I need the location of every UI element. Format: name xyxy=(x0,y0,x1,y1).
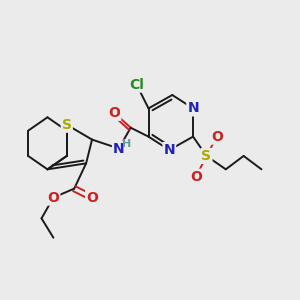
Text: N: N xyxy=(187,101,199,116)
Text: N: N xyxy=(113,142,124,155)
Text: O: O xyxy=(86,190,98,205)
Text: N: N xyxy=(164,143,175,157)
Text: S: S xyxy=(202,149,212,163)
Text: O: O xyxy=(190,170,202,184)
Text: O: O xyxy=(211,130,223,144)
Text: S: S xyxy=(62,118,72,132)
Text: O: O xyxy=(47,190,59,205)
Text: Cl: Cl xyxy=(129,78,144,92)
Text: O: O xyxy=(108,106,120,120)
Text: H: H xyxy=(122,139,131,149)
